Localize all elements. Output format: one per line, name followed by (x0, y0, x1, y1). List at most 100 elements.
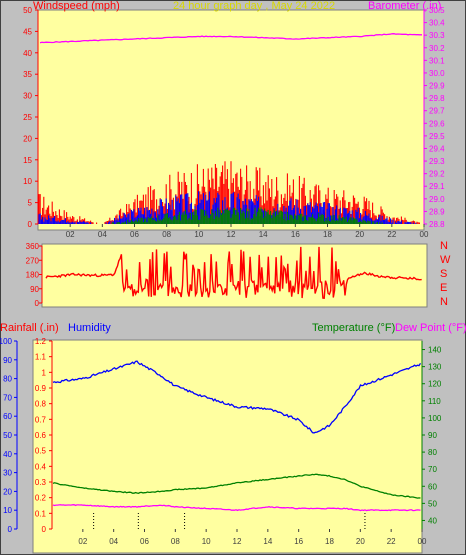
humidity-axis-title: Humidity (68, 322, 111, 334)
humidity-tick-label: 10 (3, 506, 12, 515)
lower-x-tick-label: 12 (233, 537, 242, 546)
compass-label-n: N (440, 240, 448, 252)
lower-x-tick-label: 14 (263, 537, 272, 546)
baro-tick-label: 29.8 (429, 94, 445, 103)
humidity-tick-label: 70 (3, 393, 12, 402)
wind-x-tick-label: 20 (355, 230, 364, 239)
lower-x-tick-label: 16 (294, 537, 303, 546)
wind-tick-label: 25 (23, 113, 32, 122)
temp-tick-label: 90 (428, 431, 437, 440)
humidity-tick-label: 30 (3, 469, 12, 478)
wind-tick-label: 5 (28, 199, 33, 208)
chart-title: 24 hour graph day , May 24 2022 (173, 0, 335, 12)
direction-tick-label: 180 (26, 271, 40, 280)
humidity-line (52, 360, 422, 434)
temp-tick-label: 130 (428, 363, 442, 372)
rain-tick-label: 0.3 (35, 478, 47, 487)
wind-tick-label: 40 (23, 49, 32, 58)
baro-tick-label: 29.9 (429, 82, 445, 91)
humidity-tick-label: 20 (3, 487, 12, 496)
baro-tick-label: 29.7 (429, 107, 445, 116)
temp-tick-label: 60 (428, 482, 437, 491)
wind-x-tick-label: 16 (291, 230, 300, 239)
temperature-axis-title: Temperature (°F) (312, 322, 395, 334)
direction-tick-label: 90 (30, 285, 39, 294)
baro-tick-label: 30.2 (429, 44, 445, 53)
humidity-tick-label: 80 (3, 375, 12, 384)
rain-tick-label: 0.6 (35, 431, 47, 440)
baro-tick-label: 29.3 (429, 157, 445, 166)
temperature-line (52, 473, 421, 499)
rain-tick-label: 0.4 (35, 462, 47, 471)
rain-tick-label: 1.2 (35, 337, 47, 346)
lower-x-tick-label: 02 (78, 537, 87, 546)
wind-tick-label: 30 (23, 92, 32, 101)
baro-tick-label: 29.4 (429, 144, 445, 153)
wind-tick-label: 35 (23, 70, 32, 79)
humidity-tick-label: 40 (3, 450, 12, 459)
windspeed-axis-title: Windspeed (mph) (33, 0, 120, 12)
wind-x-tick-label: 00 (420, 230, 429, 239)
barometer-line (39, 33, 422, 44)
compass-label-w: W (440, 254, 451, 266)
baro-tick-label: 28.8 (429, 220, 445, 229)
wind-x-tick-label: 02 (66, 230, 75, 239)
wind-tick-label: 50 (23, 6, 32, 15)
rain-tick-label: 0.2 (35, 494, 47, 503)
baro-tick-label: 30.0 (429, 69, 445, 78)
dew-point-line (52, 504, 421, 512)
temp-tick-label: 70 (428, 465, 437, 474)
wind-tick-label: 45 (23, 27, 32, 36)
direction-tick-label: 270 (26, 256, 40, 265)
wind-x-tick-label: 22 (387, 230, 396, 239)
wind-x-tick-label: 12 (227, 230, 236, 239)
dewpoint-axis-title: Dew Point (°F) (395, 322, 466, 334)
baro-tick-label: 29.5 (429, 132, 445, 141)
wind-x-tick-label: 06 (130, 230, 139, 239)
lower-x-tick-label: 08 (171, 537, 180, 546)
compass-label-e: E (440, 282, 447, 294)
humidity-tick-label: 60 (3, 412, 12, 421)
baro-tick-label: 29.0 (429, 195, 445, 204)
wind-tick-label: 10 (23, 177, 32, 186)
rain-tick-label: 0.9 (35, 384, 47, 393)
wind-x-tick-label: 10 (194, 230, 203, 239)
humidity-tick-label: 90 (3, 356, 12, 365)
lower-x-tick-label: 10 (202, 537, 211, 546)
direction-tick-label: 360 (26, 242, 40, 251)
direction-tick-label: 0 (35, 299, 40, 308)
baro-tick-label: 28.9 (429, 207, 445, 216)
rain-tick-label: 1.1 (35, 353, 47, 362)
rain-tick-label: 0 (42, 525, 47, 534)
rain-tick-label: 1 (42, 368, 47, 377)
wind-tick-label: 20 (23, 134, 32, 143)
rain-tick-label: 0.7 (35, 415, 47, 424)
baro-tick-label: 29.2 (429, 170, 445, 179)
temp-tick-label: 140 (428, 346, 442, 355)
lower-x-tick-label: 20 (356, 537, 365, 546)
humidity-tick-label: 100 (0, 337, 13, 346)
rain-tick-label: 0.8 (35, 400, 47, 409)
rainfall-axis-title: Rainfall (.in) (0, 322, 59, 334)
lower-x-tick-label: 04 (109, 537, 118, 546)
lower-x-tick-label: 06 (140, 537, 149, 546)
baro-tick-label: 30.4 (429, 19, 445, 28)
rain-tick-label: 0.1 (35, 509, 47, 518)
wind-x-tick-label: 18 (323, 230, 332, 239)
wind-x-tick-label: 04 (98, 230, 107, 239)
lower-x-tick-label: 18 (325, 537, 334, 546)
temp-tick-label: 110 (428, 397, 441, 406)
baro-tick-label: 30.5 (429, 6, 445, 15)
wind-x-tick-label: 14 (259, 230, 268, 239)
temp-tick-label: 100 (428, 414, 442, 423)
wind-direction-line (45, 246, 422, 299)
lower-x-tick-label: 22 (387, 537, 396, 546)
temp-tick-label: 50 (428, 499, 437, 508)
chart-marks: 0510152025303540455028.828.929.029.129.2… (0, 6, 451, 546)
barometer-axis-title: Barometer (.in) (368, 0, 441, 12)
compass-label-n: N (440, 296, 448, 308)
baro-tick-label: 29.6 (429, 119, 445, 128)
lower-panel-background (32, 339, 423, 554)
wind-tick-label: 15 (23, 156, 32, 165)
